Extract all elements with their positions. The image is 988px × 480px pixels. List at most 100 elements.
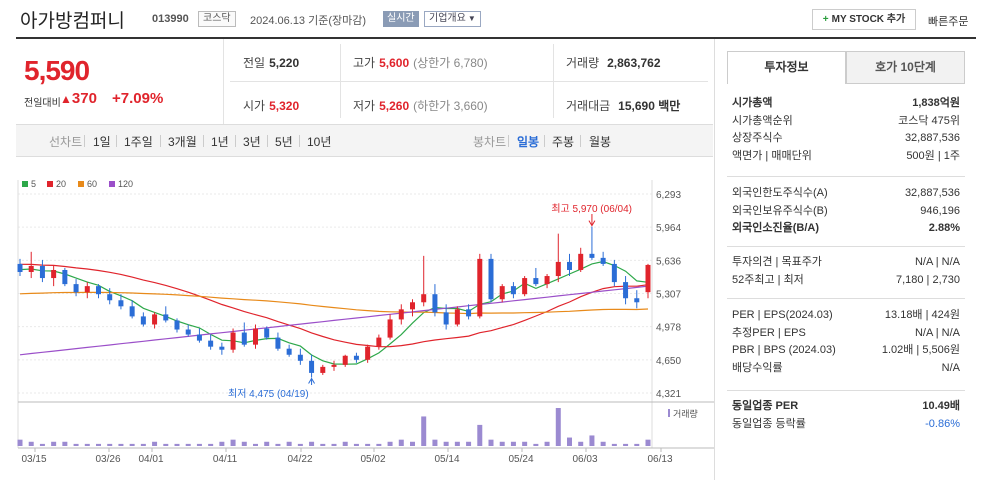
volume-bar bbox=[118, 444, 123, 446]
candle-body bbox=[40, 266, 45, 278]
volume-bar bbox=[399, 440, 404, 446]
volume-bar bbox=[107, 444, 112, 446]
candle bbox=[376, 335, 381, 350]
stock-chart[interactable]: 6,2935,9645,6365,3074,9784,6504,321거래량최고… bbox=[0, 0, 714, 480]
candle-body bbox=[388, 319, 393, 337]
volume-bar bbox=[567, 438, 572, 446]
candle bbox=[343, 355, 348, 367]
candle bbox=[85, 282, 90, 298]
candle bbox=[40, 260, 45, 282]
volume-bar bbox=[489, 440, 494, 446]
volume-bar bbox=[18, 440, 23, 446]
candle bbox=[253, 324, 258, 348]
volume-label: 거래량 bbox=[673, 408, 698, 419]
candle bbox=[242, 322, 247, 346]
ma120-line bbox=[20, 286, 648, 355]
candle bbox=[309, 355, 314, 378]
candle bbox=[623, 276, 628, 304]
low-annotation: 최저 4,475 (04/19) bbox=[228, 388, 309, 400]
mystock-label: MY STOCK 추가 bbox=[832, 14, 906, 25]
candle-body bbox=[477, 259, 482, 317]
invest-row-value: -0.86% bbox=[925, 416, 960, 433]
volume-bar bbox=[500, 442, 505, 446]
candle-body bbox=[62, 270, 67, 284]
invest-row: 동일업종 PER 10.49배 bbox=[732, 398, 960, 415]
volume-bar bbox=[533, 444, 538, 446]
invest-row-value: 1.02배 | 5,506원 bbox=[882, 342, 960, 359]
candle-body bbox=[85, 286, 90, 292]
invest-row-value: 10.49배 bbox=[922, 398, 960, 415]
candle-body bbox=[623, 282, 628, 298]
invest-row-label: 외국인소진율(B/A) bbox=[732, 220, 819, 237]
candle-body bbox=[365, 347, 370, 360]
volume-bar bbox=[477, 425, 482, 446]
candle-body bbox=[152, 314, 157, 324]
candle bbox=[489, 254, 494, 302]
candle-body bbox=[432, 294, 437, 312]
invest-row: 투자의견 | 목표주가 N/A | N/A bbox=[732, 254, 960, 271]
invest-row: 액면가 | 매매단위 500원 | 1주 bbox=[732, 148, 960, 165]
invest-row-value: 1,838억원 bbox=[912, 95, 960, 112]
volume-bar bbox=[152, 442, 157, 446]
tab-orderbook[interactable]: 호가 10단계 bbox=[846, 51, 965, 84]
candle bbox=[354, 353, 359, 363]
candle-body bbox=[634, 298, 639, 302]
candle bbox=[578, 248, 583, 272]
volume-bar bbox=[455, 442, 460, 446]
x-tick-label: 04/22 bbox=[287, 454, 312, 465]
panel-divider bbox=[727, 176, 965, 177]
invest-row: 외국인보유주식수(B) 946,196 bbox=[732, 203, 960, 220]
candle-body bbox=[298, 355, 303, 361]
invest-row-label: 배당수익률 bbox=[732, 360, 783, 377]
candle-body bbox=[96, 286, 101, 294]
candle-body bbox=[51, 270, 56, 278]
x-tick-label: 05/14 bbox=[434, 454, 459, 465]
volume-bar bbox=[332, 444, 337, 446]
quick-order-link[interactable]: 빠른주문 bbox=[928, 13, 968, 29]
candle bbox=[141, 312, 146, 326]
candle bbox=[332, 361, 337, 371]
invest-row-value: 500원 | 1주 bbox=[906, 148, 960, 165]
ma20-line bbox=[20, 264, 648, 346]
invest-row: 배당수익률 N/A bbox=[732, 360, 960, 377]
invest-row-value: N/A bbox=[942, 360, 960, 377]
invest-row-value: 32,887,536 bbox=[905, 130, 960, 147]
candle-body bbox=[186, 330, 191, 335]
candle bbox=[298, 349, 303, 365]
candle bbox=[545, 274, 550, 288]
volume-bar bbox=[376, 444, 381, 446]
candle-body bbox=[489, 259, 494, 299]
panel-divider bbox=[727, 298, 965, 299]
candle-body bbox=[522, 278, 527, 294]
volume-bar bbox=[62, 442, 67, 446]
volume-bar bbox=[410, 442, 415, 446]
x-tick-label: 04/11 bbox=[213, 454, 238, 465]
invest-row-label: 52주최고 | 최저 bbox=[732, 272, 804, 289]
volume-bar bbox=[219, 442, 224, 446]
x-tick-label: 05/24 bbox=[508, 454, 533, 465]
invest-row: 52주최고 | 최저 7,180 | 2,730 bbox=[732, 272, 960, 289]
candle-body bbox=[376, 338, 381, 347]
y-tick-label: 6,293 bbox=[656, 190, 681, 201]
candle bbox=[522, 276, 527, 296]
invest-row: 외국인한도주식수(A) 32,887,536 bbox=[732, 185, 960, 202]
volume-bar bbox=[320, 444, 325, 446]
volume-bar bbox=[298, 444, 303, 446]
volume-bar bbox=[578, 442, 583, 446]
volume-bar bbox=[186, 444, 191, 446]
volume-bar bbox=[96, 444, 101, 446]
volume-bar bbox=[287, 442, 292, 446]
invest-row: PER | EPS(2024.03) 13.18배 | 424원 bbox=[732, 307, 960, 324]
candle-body bbox=[242, 333, 247, 345]
candle bbox=[51, 266, 56, 286]
invest-row: PBR | BPS (2024.03) 1.02배 | 5,506원 bbox=[732, 342, 960, 359]
candle-body bbox=[455, 309, 460, 324]
candle-body bbox=[354, 356, 359, 360]
tab-invest-info[interactable]: 투자정보 bbox=[727, 51, 846, 84]
candle-body bbox=[141, 316, 146, 324]
volume-bar bbox=[242, 442, 247, 446]
candle bbox=[96, 284, 101, 298]
candle bbox=[320, 365, 325, 375]
candle bbox=[556, 234, 561, 282]
mystock-add-button[interactable]: + MY STOCK 추가 bbox=[812, 9, 916, 30]
